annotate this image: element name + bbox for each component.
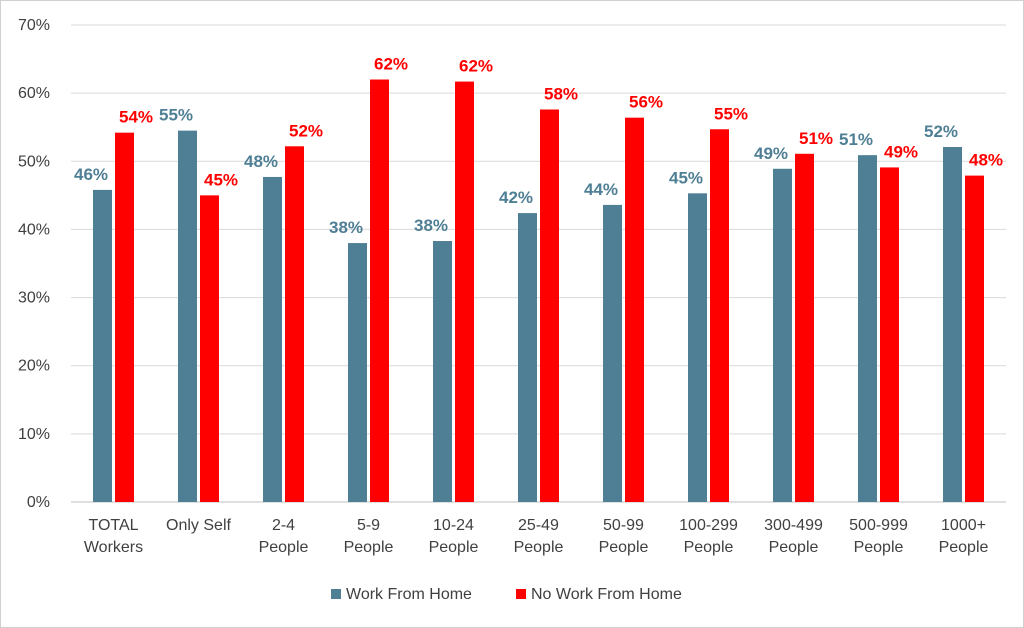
bar-no-work-from-home xyxy=(370,79,389,502)
data-label: 58% xyxy=(544,84,578,103)
bar-work-from-home xyxy=(773,168,792,502)
data-label: 38% xyxy=(329,218,363,237)
bar-no-work-from-home xyxy=(880,167,899,502)
y-tick-label: 20% xyxy=(18,358,50,375)
y-tick-label: 30% xyxy=(18,290,50,307)
data-label: 48% xyxy=(969,151,1003,170)
y-tick-label: 70% xyxy=(18,17,50,34)
x-tick-label: 100-299 xyxy=(679,517,738,534)
data-label: 56% xyxy=(629,93,663,112)
data-label: 62% xyxy=(374,55,408,74)
x-tick-label: People xyxy=(344,539,394,556)
data-label: 48% xyxy=(244,152,278,171)
bar-work-from-home xyxy=(93,189,112,503)
data-label: 51% xyxy=(839,130,873,149)
y-tick-label: 40% xyxy=(18,221,50,238)
x-tick-label: TOTAL xyxy=(88,517,138,534)
bar-work-from-home xyxy=(433,241,452,502)
data-label: 52% xyxy=(289,121,323,140)
data-label: 62% xyxy=(459,57,493,76)
bar-no-work-from-home xyxy=(285,146,304,502)
x-tick-label: People xyxy=(429,539,479,556)
x-tick-label: 300-499 xyxy=(764,517,823,534)
x-tick-label: 25-49 xyxy=(518,517,559,534)
bar-no-work-from-home xyxy=(200,195,219,502)
x-tick-label: Workers xyxy=(84,539,143,556)
bar-work-from-home xyxy=(518,213,537,502)
y-tick-label: 60% xyxy=(18,85,50,102)
bar-work-from-home xyxy=(943,146,962,502)
data-label: 49% xyxy=(884,142,918,161)
x-tick-label: People xyxy=(599,539,649,556)
y-tick-label: 10% xyxy=(18,426,50,443)
bar-no-work-from-home xyxy=(540,109,559,503)
x-tick-label: Only Self xyxy=(166,517,231,534)
data-label: 45% xyxy=(204,170,238,189)
data-label: 49% xyxy=(754,144,788,163)
data-label: 38% xyxy=(414,216,448,235)
bar-work-from-home xyxy=(348,243,367,503)
data-label: 55% xyxy=(714,104,748,123)
y-tick-label: 50% xyxy=(18,153,50,170)
x-tick-label: People xyxy=(259,539,309,556)
data-label: 42% xyxy=(499,188,533,207)
bar-no-work-from-home xyxy=(965,175,984,503)
x-tick-label: 50-99 xyxy=(603,517,644,534)
x-tick-label: People xyxy=(939,539,989,556)
legend-swatch xyxy=(331,589,341,599)
bar-work-from-home xyxy=(263,176,282,503)
bar-work-from-home xyxy=(603,204,622,502)
x-tick-label: 2-4 xyxy=(272,517,295,534)
bar-no-work-from-home xyxy=(115,132,134,502)
legend-swatch xyxy=(516,589,526,599)
data-label: 51% xyxy=(799,129,833,148)
x-tick-label: 500-999 xyxy=(849,517,908,534)
bar-no-work-from-home xyxy=(795,153,814,503)
x-tick-label: People xyxy=(684,539,734,556)
x-tick-label: People xyxy=(769,539,819,556)
x-tick-label: People xyxy=(854,539,904,556)
data-label: 52% xyxy=(924,122,958,141)
data-label: 44% xyxy=(584,180,618,199)
bar-no-work-from-home xyxy=(625,117,644,502)
x-tick-label: 5-9 xyxy=(357,517,380,534)
data-label: 55% xyxy=(159,106,193,125)
y-tick-label: 0% xyxy=(27,494,50,511)
data-label: 45% xyxy=(669,168,703,187)
legend-label: No Work From Home xyxy=(531,586,682,603)
x-tick-label: People xyxy=(514,539,564,556)
x-tick-label: 1000+ xyxy=(941,517,986,534)
x-tick-label: 10-24 xyxy=(433,517,474,534)
bar-no-work-from-home xyxy=(710,129,729,502)
legend-label: Work From Home xyxy=(346,586,472,603)
bar-work-from-home xyxy=(688,193,707,502)
bar-work-from-home xyxy=(858,155,877,502)
bar-no-work-from-home xyxy=(455,81,474,503)
data-label: 46% xyxy=(74,165,108,184)
bar-work-from-home xyxy=(178,130,197,502)
data-label: 54% xyxy=(119,108,153,127)
